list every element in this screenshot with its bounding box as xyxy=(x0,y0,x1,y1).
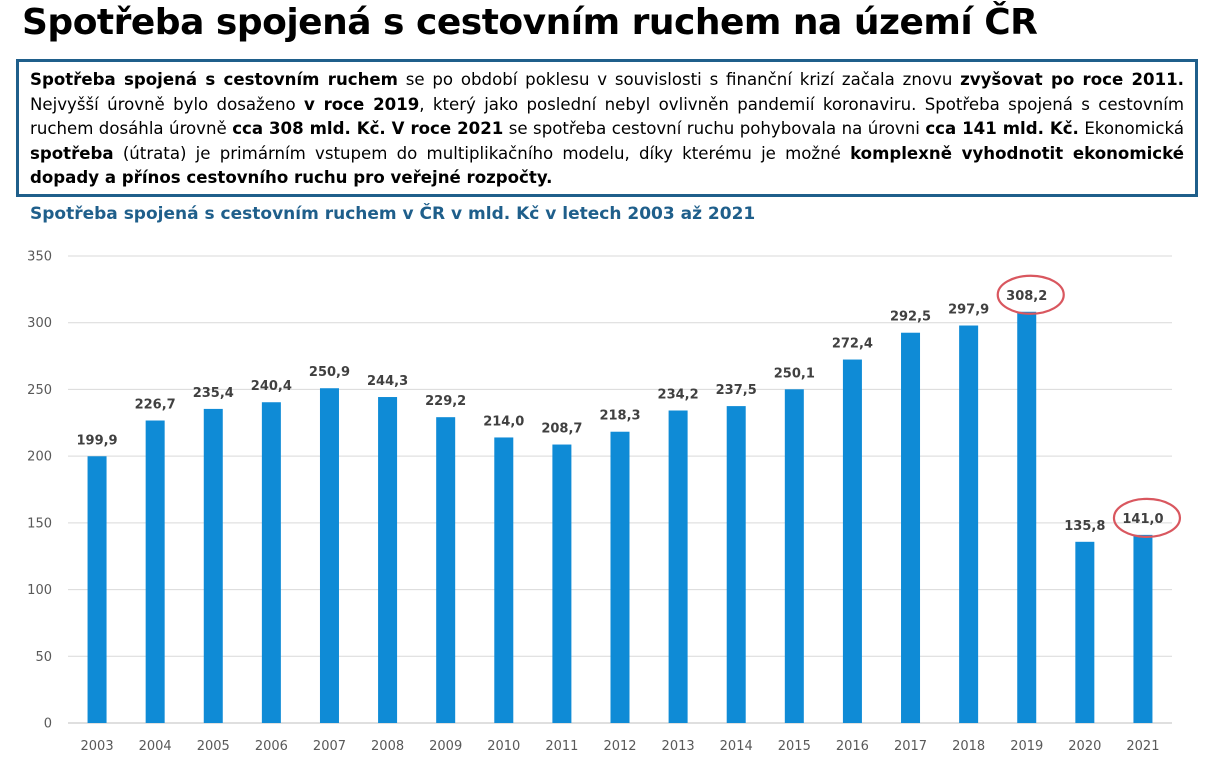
x-tick-label: 2007 xyxy=(313,739,346,754)
bar-2013 xyxy=(668,410,688,723)
data-label: 308,2 xyxy=(1006,289,1047,304)
data-label: 199,9 xyxy=(76,433,117,448)
data-label: 272,4 xyxy=(832,337,873,352)
data-label: 226,7 xyxy=(135,398,176,413)
x-tick-label: 2008 xyxy=(371,739,404,754)
y-tick-label: 50 xyxy=(35,650,52,665)
highlight-ellipse xyxy=(1112,497,1182,538)
data-label: 141,0 xyxy=(1122,512,1163,527)
x-tick-label: 2012 xyxy=(603,739,636,754)
bar-2006 xyxy=(261,402,281,723)
summary-segment: zvyšovat po roce 2011. xyxy=(960,70,1184,89)
summary-segment: (útrata) je primárním vstupem do multipl… xyxy=(113,143,851,163)
x-tick-label: 2015 xyxy=(778,739,811,754)
bar-2017 xyxy=(901,332,921,723)
summary-segment: , který jako poslední nebyl ovlivněn pan… xyxy=(30,94,1184,139)
data-label: 218,3 xyxy=(599,409,640,424)
summary-segment: Spotřeba spojená s cestovním ruchem xyxy=(30,70,398,89)
x-tick-label: 2003 xyxy=(81,739,114,754)
bar-2021 xyxy=(1133,534,1153,723)
bar-2011 xyxy=(552,444,572,723)
x-tick-label: 2014 xyxy=(720,739,753,754)
bar-2012 xyxy=(610,431,630,723)
bar-2004 xyxy=(145,420,165,723)
x-tick-label: 2010 xyxy=(487,739,520,754)
summary-box: Spotřeba spojená s cestovním ruchem se p… xyxy=(16,59,1198,197)
x-tick-label: 2016 xyxy=(836,739,869,754)
summary-segment: Ekonomická xyxy=(1078,119,1185,138)
summary-segment: v roce 2019 xyxy=(303,94,420,114)
summary-segment: cca 141 mld. Kč. xyxy=(925,119,1079,138)
x-tick-label: 2011 xyxy=(545,739,578,754)
data-label: 250,1 xyxy=(774,366,815,381)
summary-segment: se po období poklesu v souvislosti s fin… xyxy=(397,70,961,89)
bar-2005 xyxy=(203,408,223,723)
summary-segment: spotřeba xyxy=(30,143,114,163)
data-label: 235,4 xyxy=(193,386,234,401)
highlight-ellipse xyxy=(996,274,1065,315)
data-label: 208,7 xyxy=(541,422,582,437)
bar-2014 xyxy=(726,406,746,723)
y-tick-label: 250 xyxy=(27,383,52,398)
data-label: 240,4 xyxy=(251,379,292,394)
bar-2016 xyxy=(842,359,862,723)
summary-text: Spotřeba spojená s cestovním ruchem se p… xyxy=(30,68,1184,191)
page-title: Spotřeba spojená s cestovním ruchem na ú… xyxy=(22,2,1038,43)
summary-segment: komplexně vyhodnotit ekonomické dopady a… xyxy=(30,143,1184,188)
x-tick-label: 2009 xyxy=(429,739,462,754)
data-label: 135,8 xyxy=(1064,519,1105,534)
bar-2009 xyxy=(436,417,456,723)
x-tick-label: 2004 xyxy=(139,739,172,754)
summary-segment: cca 308 mld. Kč. V roce 2021 xyxy=(232,119,504,138)
y-tick-label: 300 xyxy=(27,316,52,331)
x-tick-label: 2006 xyxy=(255,739,288,754)
x-tick-label: 2020 xyxy=(1068,739,1101,754)
bar-2010 xyxy=(494,437,514,723)
bar-2003 xyxy=(87,456,107,723)
data-label: 250,9 xyxy=(309,365,350,380)
data-label: 292,5 xyxy=(890,310,931,325)
summary-segment: Nejvyšší úrovně bylo dosaženo xyxy=(30,94,304,114)
x-tick-label: 2017 xyxy=(894,739,927,754)
data-label: 234,2 xyxy=(658,388,699,403)
data-label: 237,5 xyxy=(716,383,757,398)
data-label: 244,3 xyxy=(367,374,408,389)
bar-2020 xyxy=(1075,541,1095,723)
y-tick-label: 0 xyxy=(44,717,52,732)
y-tick-label: 350 xyxy=(27,250,52,265)
y-tick-label: 200 xyxy=(27,450,52,465)
summary-segment: se spotřeba cestovní ruchu pohybovala na… xyxy=(503,119,926,138)
x-tick-label: 2019 xyxy=(1010,739,1043,754)
bar-2015 xyxy=(784,389,804,723)
y-tick-label: 150 xyxy=(27,516,52,531)
data-label: 214,0 xyxy=(483,414,524,429)
x-tick-label: 2005 xyxy=(197,739,230,754)
x-tick-label: 2018 xyxy=(952,739,985,754)
bar-2018 xyxy=(959,325,979,723)
data-label: 297,9 xyxy=(948,303,989,318)
bar-2008 xyxy=(378,397,398,723)
chart-title: Spotřeba spojená s cestovním ruchem v ČR… xyxy=(30,204,756,224)
bar-2007 xyxy=(319,388,339,723)
y-tick-label: 100 xyxy=(27,583,52,598)
x-tick-label: 2021 xyxy=(1126,739,1159,754)
bar-2019 xyxy=(1017,311,1037,723)
bar-chart: 0 50 100 150 200 250 300 350 199,9 2003 226,7 2004 2… xyxy=(27,250,1182,754)
data-label: 229,2 xyxy=(425,394,466,409)
x-tick-label: 2013 xyxy=(662,739,695,754)
